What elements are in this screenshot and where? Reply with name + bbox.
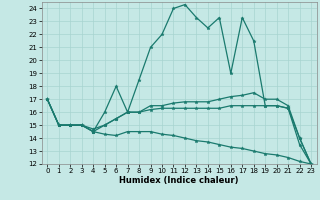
X-axis label: Humidex (Indice chaleur): Humidex (Indice chaleur) <box>119 176 239 185</box>
